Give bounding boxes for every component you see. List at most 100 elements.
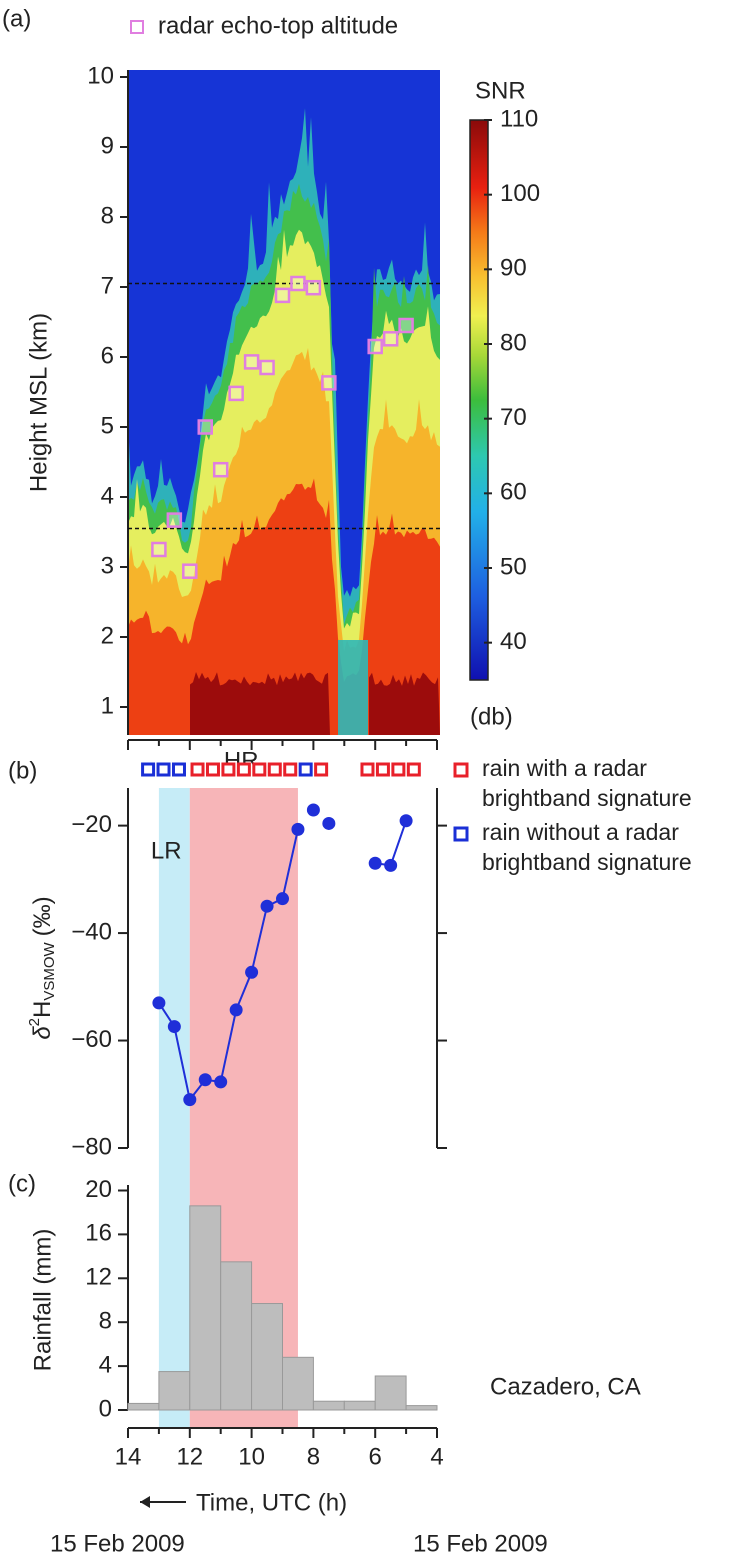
rain-bar (189, 1205, 222, 1411)
brightband-marker (141, 762, 156, 777)
rain-bar (127, 1402, 160, 1411)
echo-top-marker (228, 385, 244, 402)
y-tick-label: −80 (71, 1133, 112, 1160)
y-tick-label: 20 (85, 1176, 112, 1203)
date-label: 15 Feb 2009 (50, 1530, 185, 1557)
echo-top-marker (290, 275, 306, 292)
brightband-marker (156, 762, 171, 777)
legend-label: rain without a radar brightband signatur… (482, 819, 692, 875)
rain-bar (220, 1261, 253, 1411)
brightband-marker (252, 762, 267, 777)
arrow-head (140, 1496, 150, 1508)
panel-label: (a) (2, 5, 31, 32)
colorbar-tick-label: 60 (500, 479, 527, 506)
field-core (190, 672, 330, 735)
colorbar (469, 119, 489, 681)
y-tick-label: −60 (71, 1026, 112, 1053)
annotation: Cazadero, CA (490, 1373, 641, 1400)
y-tick-label: 6 (101, 342, 114, 369)
span-label: LR (151, 837, 182, 864)
y-tick-label: −40 (71, 918, 112, 945)
y-tick-label: 2 (101, 622, 114, 649)
isotope-point (322, 816, 336, 830)
y-tick-label: 8 (99, 1308, 112, 1335)
brightband-marker (190, 762, 205, 777)
period-span (158, 788, 190, 1428)
brightband-marker (360, 762, 375, 777)
isotope-point (214, 1075, 228, 1089)
echo-top-marker (305, 279, 322, 296)
brightband-marker (205, 762, 220, 777)
rain-bar (405, 1405, 438, 1411)
rain-bar (312, 1400, 345, 1411)
y-tick-label: 1 (101, 692, 114, 719)
brightband-marker (283, 762, 298, 777)
x-tick-label: 6 (369, 1443, 382, 1470)
y-tick-label: 10 (87, 62, 114, 89)
colorbar-tick-label: 80 (500, 329, 527, 356)
rain-bar (158, 1371, 191, 1411)
isotope-point (306, 803, 320, 817)
x-tick-label: 14 (115, 1443, 142, 1470)
y-tick-label: 7 (101, 272, 114, 299)
colorbar-tick-label: 50 (500, 553, 527, 580)
echo-top-marker (382, 331, 399, 347)
isotope-point (229, 1003, 243, 1017)
y-tick-label: 16 (85, 1220, 112, 1247)
date-label: 15 Feb 2009 (413, 1530, 548, 1557)
colorbar-tick-label: 90 (500, 255, 527, 282)
panel-label: (b) (8, 757, 37, 784)
colorbar-tick-label: 40 (500, 628, 527, 655)
isotope-point (167, 1020, 181, 1034)
brightband-marker (298, 762, 313, 777)
field-gap (338, 640, 368, 735)
isotope-point (276, 892, 289, 906)
echo-top-marker (197, 419, 213, 435)
y-axis-label: Rainfall (mm) (29, 1229, 56, 1372)
brightband-marker (375, 762, 390, 777)
brightband-marker (171, 762, 186, 777)
y-tick-label: 4 (101, 482, 114, 509)
echo-top-marker (321, 375, 337, 391)
y-tick-label: 0 (99, 1395, 112, 1422)
colorbar-tick-label: 110 (500, 105, 538, 132)
legend-label: rain with a radar brightband signature (482, 755, 692, 811)
y-tick-label: 8 (101, 202, 114, 229)
echo-top-marker (274, 287, 291, 304)
brightband-marker (236, 762, 251, 777)
y-axis-label-ital: δ (29, 1026, 56, 1040)
x-tick-label: 12 (176, 1443, 203, 1470)
x-axis-label: Time, UTC (h) (196, 1489, 347, 1516)
isotope-point (245, 965, 259, 979)
echo-top-marker (151, 541, 167, 558)
y-axis-label-sub: VSMOW (41, 941, 58, 1000)
colorbar-unit: (db) (470, 703, 513, 730)
isotope-point (291, 822, 305, 836)
brightband-marker (406, 762, 421, 777)
rain-bar (374, 1375, 407, 1411)
field-core (369, 672, 440, 735)
y-axis-label-base: H (29, 1001, 56, 1018)
isotope-point (368, 856, 382, 870)
brightband-marker (314, 762, 329, 777)
echo-top-marker (243, 354, 260, 370)
legend-marker (453, 826, 469, 842)
legend-marker (130, 20, 144, 34)
y-tick-label: −20 (71, 811, 112, 838)
isotope-point (183, 1093, 197, 1107)
panel-label: (c) (8, 1170, 36, 1197)
echo-top-marker (398, 317, 414, 334)
y-axis-label-unit: (‰) (29, 896, 56, 936)
isotope-point (260, 899, 274, 913)
y-axis-label: δ2HVSMOW (‰) (26, 896, 58, 1039)
isotope-line (158, 829, 299, 1102)
brightband-marker (221, 762, 236, 777)
legend-marker (453, 762, 469, 778)
isotope-point (198, 1073, 212, 1087)
rain-bar (343, 1400, 376, 1411)
colorbar-title: SNR (475, 77, 526, 104)
brightband-marker (267, 762, 282, 777)
snr-field (128, 70, 440, 735)
